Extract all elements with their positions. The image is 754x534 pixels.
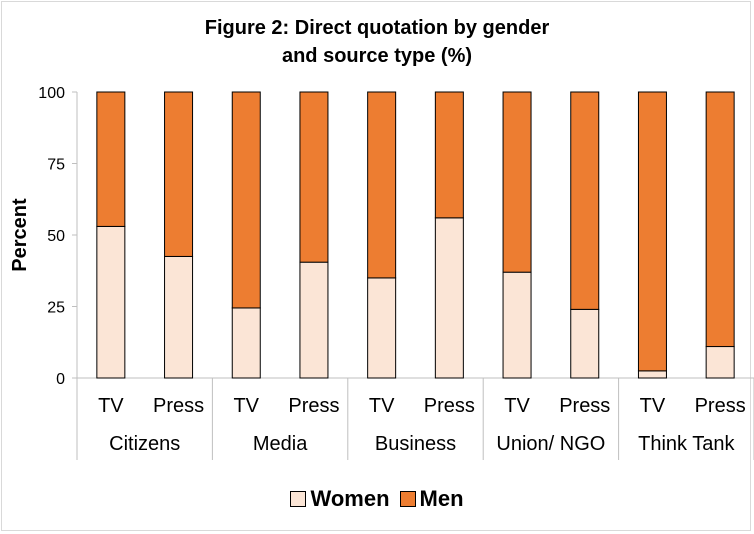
bar-women: [434, 217, 464, 379]
group-label: Business: [375, 433, 456, 455]
bar-women: [164, 255, 194, 379]
x-tick-label: TV: [369, 395, 395, 417]
legend-swatch-men: [399, 491, 416, 507]
legend-swatch-women: [290, 491, 307, 507]
x-tick-label: TV: [504, 395, 530, 417]
x-tick-label: Press: [153, 395, 204, 417]
y-axis-label: Percent: [9, 198, 31, 272]
bar-men: [705, 91, 735, 348]
x-tick-label: TV: [233, 395, 259, 417]
y-tick-label: 100: [38, 85, 65, 102]
x-tick-label: Press: [559, 395, 610, 417]
y-tick-label: 25: [47, 300, 65, 317]
bar-men: [299, 91, 329, 263]
y-tick-label: 50: [47, 228, 65, 245]
bar-men: [502, 91, 532, 273]
bar-men: [164, 91, 194, 257]
bar-men: [96, 91, 126, 227]
x-tick-label: Press: [288, 395, 339, 417]
x-tick-label: Press: [695, 395, 746, 417]
bar-women: [299, 261, 329, 379]
x-tick-label: Press: [424, 395, 475, 417]
chart-title: Figure 2: Direct quotation by gender and…: [0, 14, 754, 70]
bar-men: [367, 91, 397, 279]
legend: Women Men: [0, 486, 754, 512]
x-tick-label: TV: [98, 395, 124, 417]
group-label: Media: [253, 433, 308, 455]
bar-women: [502, 271, 532, 379]
bar-men: [570, 91, 600, 310]
bar-women: [705, 346, 735, 379]
y-tick-label: 0: [56, 371, 65, 388]
group-label: Union/ NGO: [496, 433, 605, 455]
bar-women: [367, 277, 397, 379]
chart-title-line-1: Figure 2: Direct quotation by gender: [204, 17, 550, 39]
legend-label-women: Women: [310, 486, 390, 511]
legend-item-men: Men: [399, 486, 464, 512]
bar-women: [637, 370, 667, 379]
bar-women: [231, 307, 261, 379]
y-tick-label: 75: [47, 157, 65, 174]
bar-men: [637, 91, 667, 372]
bar-women: [570, 308, 600, 379]
group-label: Citizens: [109, 433, 180, 455]
group-label: Think Tank: [638, 433, 735, 455]
chart-title-line-2: and source type (%): [281, 45, 473, 67]
x-tick-label: TV: [640, 395, 666, 417]
legend-item-women: Women: [290, 486, 390, 512]
bar-men: [231, 91, 261, 309]
bar-women: [96, 225, 126, 379]
legend-label-men: Men: [419, 486, 464, 511]
bar-men: [434, 91, 464, 219]
